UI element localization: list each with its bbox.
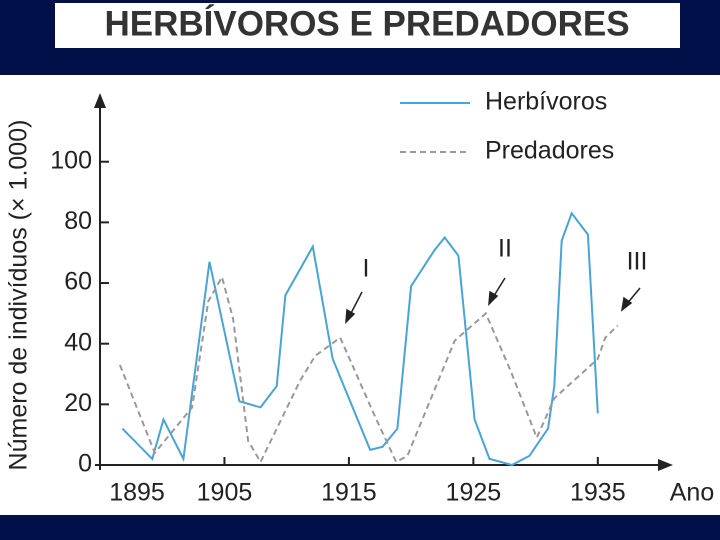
- y-tick-label: 60: [64, 268, 92, 296]
- title-banner: [55, 3, 680, 48]
- annotation: I: [363, 255, 370, 283]
- legend-label: Herbívoros: [485, 88, 607, 116]
- chart-title: HERBÍVOROS E PREDADORES: [104, 3, 629, 43]
- y-tick-label: 80: [64, 207, 92, 235]
- series-line: [118, 274, 619, 465]
- legend-label: Predadores: [485, 137, 614, 165]
- y-tick-label: 100: [50, 146, 92, 174]
- y-axis-title: Número de indivíduos (× 1.000): [5, 120, 33, 471]
- y-tick-label: 20: [64, 389, 92, 417]
- annotation: III: [627, 248, 648, 276]
- x-tick-label: 1905: [197, 479, 253, 507]
- x-tick-label: 1895: [109, 479, 165, 507]
- annotation-arrows: [345, 277, 641, 324]
- annotation: II: [498, 235, 512, 263]
- x-arrow: [658, 459, 673, 471]
- x-tick-label: 1925: [446, 479, 502, 507]
- x-tick-label: 1915: [321, 479, 377, 507]
- x-axis-title: Ano: [670, 479, 714, 507]
- x-tick-label: 1935: [570, 479, 626, 507]
- y-arrow: [94, 93, 106, 108]
- y-tick-label: 0: [78, 450, 92, 478]
- y-tick-label: 40: [64, 328, 92, 356]
